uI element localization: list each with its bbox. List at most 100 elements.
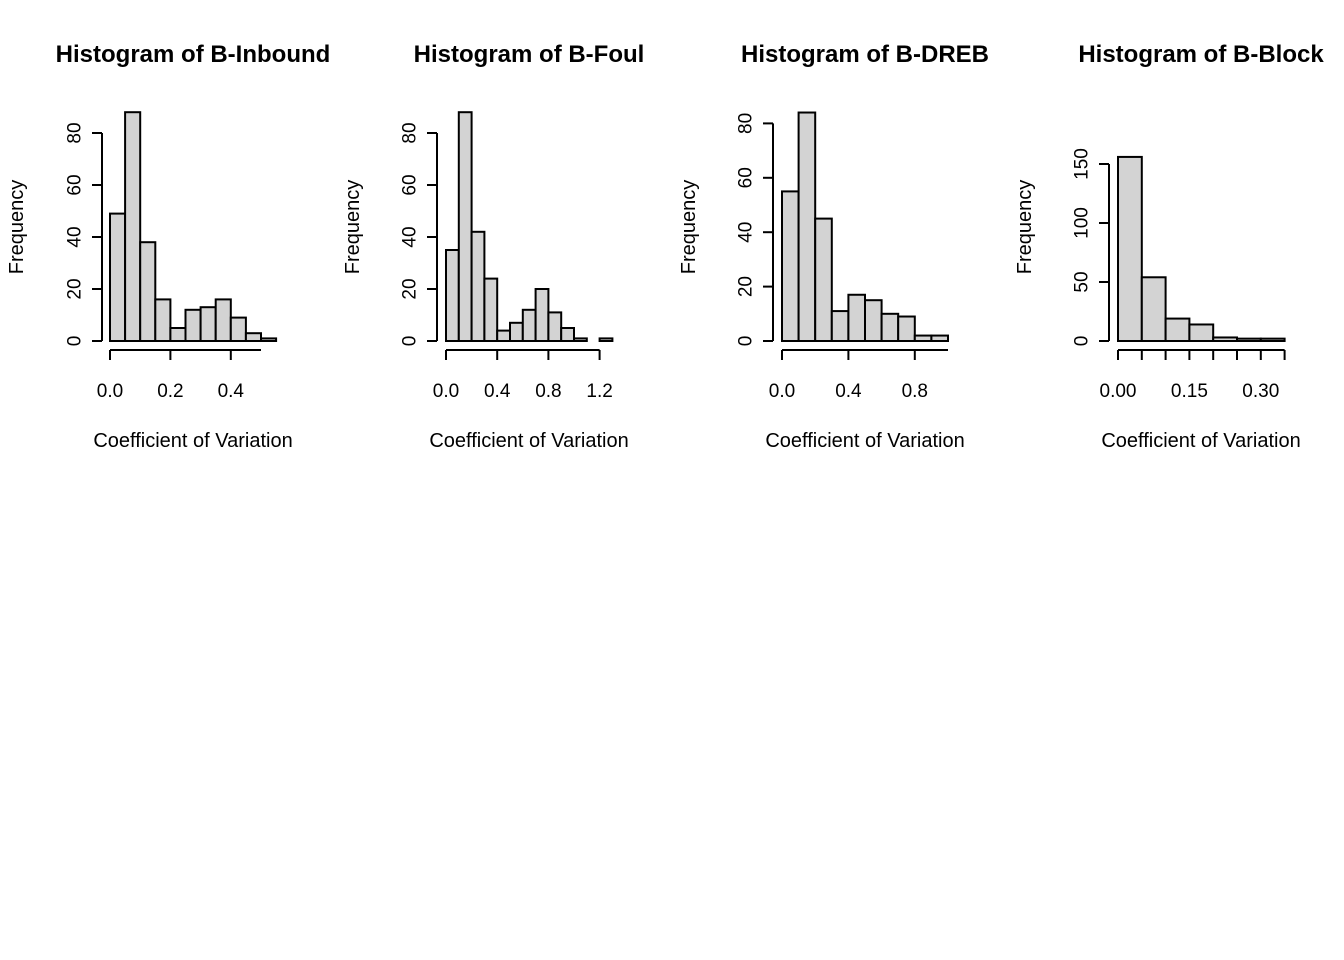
histogram-bar: [214, 298, 232, 342]
chart-title: Histogram of B-Block: [1078, 41, 1324, 68]
x-tick-label: 0.0: [97, 381, 123, 402]
histogram-bar: [199, 306, 217, 343]
histogram-bar: [830, 310, 850, 342]
histogram-bar: [598, 337, 614, 342]
histogram-bar: [457, 111, 473, 342]
histogram-bar: [897, 315, 916, 342]
x-tick-label: 0.4: [484, 381, 511, 402]
histogram-bar: [229, 316, 247, 343]
x-tick-label: 0.30: [1242, 381, 1279, 402]
chart-title: Histogram of B-Inbound: [56, 41, 331, 68]
x-axis-label: Coefficient of Variation: [1101, 430, 1300, 452]
histogram-bar: [560, 327, 576, 342]
y-tick-label: 50: [1072, 271, 1093, 292]
y-tick-label: 80: [400, 122, 421, 143]
y-axis: 0 50 100 150: [1072, 148, 1110, 346]
histogram-bar: [1117, 155, 1143, 342]
histogram-bar: [124, 111, 142, 342]
histogram-bar: [260, 337, 278, 342]
y-axis-label: Frequency: [678, 180, 700, 275]
x-tick-label: 0.4: [835, 381, 862, 402]
x-tick-label: 0.8: [902, 381, 928, 402]
histogram-panel-foul: Histogram of B-Foul Frequency Coefficien…: [342, 41, 644, 452]
y-tick-label: 0: [736, 336, 757, 347]
histogram-bar: [483, 277, 499, 343]
x-tick-label: 1.2: [586, 381, 612, 402]
x-axis-label: Coefficient of Variation: [93, 430, 292, 452]
histogram-bar: [573, 337, 588, 342]
histogram-bar: [169, 327, 187, 342]
histogram-bar: [1212, 336, 1238, 342]
x-axis: 0.0 0.4 0.8 1.2: [433, 349, 613, 402]
histogram-bar: [547, 311, 563, 342]
y-tick-label: 40: [736, 222, 757, 243]
y-tick-label: 0: [65, 336, 86, 347]
y-tick-label: 40: [65, 226, 86, 247]
histogram-bar: [814, 217, 833, 343]
histogram-bar: [521, 308, 537, 342]
y-tick-label: 80: [65, 122, 86, 143]
bars: [109, 111, 278, 343]
histogram-bar: [109, 212, 127, 343]
histogram-bar: [1140, 276, 1167, 342]
histogram-bar: [847, 293, 867, 343]
histogram-bar: [913, 334, 933, 342]
histogram-bar: [470, 230, 486, 342]
histogram-bar: [781, 190, 800, 342]
y-tick-label: 60: [65, 174, 86, 195]
x-tick-label: 0.4: [218, 381, 245, 402]
y-tick-label: 60: [736, 167, 757, 188]
x-tick-label: 0.2: [157, 381, 183, 402]
y-axis-label: Frequency: [342, 180, 364, 275]
histogram-bar: [445, 249, 460, 342]
y-axis: 0 20 40 60 80: [65, 122, 103, 346]
y-tick-label: 20: [736, 276, 757, 297]
x-axis: 0.0 0.4 0.8: [769, 349, 948, 402]
x-axis: 0.00 0.15 0.30: [1100, 349, 1286, 402]
histogram-bar: [1188, 323, 1215, 343]
y-axis: 0 20 40 60 80: [400, 122, 438, 346]
y-tick-label: 60: [400, 174, 421, 195]
y-tick-label: 100: [1072, 207, 1093, 239]
histogram-bar: [930, 334, 950, 342]
histogram-bar: [1236, 337, 1262, 343]
x-tick-label: 0.0: [433, 381, 459, 402]
bars: [445, 111, 614, 343]
bars: [781, 111, 950, 343]
x-tick-label: 0.0: [769, 381, 795, 402]
histogram-bar: [184, 308, 202, 342]
y-axis-label: Frequency: [6, 180, 28, 275]
y-tick-label: 80: [736, 113, 757, 134]
histogram-bar: [1164, 317, 1191, 342]
histogram-bar: [1259, 337, 1286, 343]
x-axis: 0.0 0.2 0.4: [97, 349, 261, 402]
histogram-bar: [154, 298, 172, 342]
y-tick-label: 0: [400, 336, 421, 347]
bars: [1117, 155, 1286, 343]
histogram-panel-dreb: Histogram of B-DREB Frequency Coefficien…: [678, 41, 989, 452]
histogram-bar: [509, 321, 524, 342]
x-axis-label: Coefficient of Variation: [429, 430, 628, 452]
y-tick-label: 20: [400, 278, 421, 299]
histogram-bar: [797, 111, 817, 342]
histogram-panel-inbound: Histogram of B-Inbound Frequency Coeffic…: [6, 41, 330, 452]
x-tick-label: 0.8: [535, 381, 561, 402]
histogram-bar: [534, 288, 550, 342]
chart-title: Histogram of B-DREB: [741, 41, 989, 68]
x-axis-label: Coefficient of Variation: [765, 430, 964, 452]
histogram-panel-block: Histogram of B-Block Frequency Coefficie…: [1014, 41, 1324, 452]
y-tick-label: 20: [65, 278, 86, 299]
histogram-bar: [244, 332, 262, 343]
y-axis: 0 20 40 60 80: [736, 113, 774, 346]
chart-title: Histogram of B-Foul: [414, 41, 645, 68]
histogram-bar: [139, 241, 157, 342]
x-tick-label: 0.15: [1171, 381, 1208, 402]
x-tick-label: 0.00: [1100, 381, 1137, 402]
y-tick-label: 150: [1072, 148, 1093, 180]
y-tick-label: 0: [1072, 336, 1093, 347]
histogram-bar: [880, 312, 900, 342]
histogram-bar: [864, 299, 883, 343]
y-axis-label: Frequency: [1014, 180, 1036, 275]
